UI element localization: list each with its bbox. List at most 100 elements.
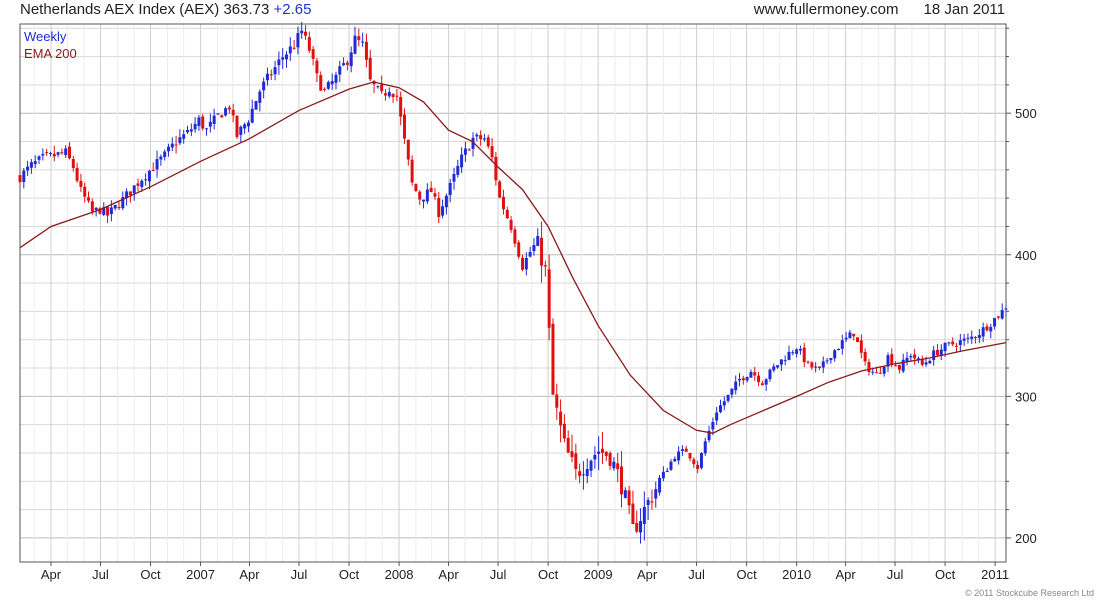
- candle-body: [170, 143, 174, 148]
- candle-body: [559, 411, 563, 426]
- candle-body: [745, 377, 749, 381]
- candle-body: [22, 170, 26, 183]
- candle-body: [205, 128, 209, 130]
- candle-body: [444, 195, 448, 208]
- candle-body: [562, 423, 566, 439]
- candle-body: [779, 359, 783, 365]
- candle-body: [977, 335, 981, 339]
- candle-body: [962, 338, 966, 341]
- candle-body: [890, 354, 894, 365]
- candle-body: [798, 348, 802, 351]
- candle-body: [163, 151, 167, 158]
- candle-body: [216, 113, 220, 115]
- candle-body: [760, 383, 764, 386]
- candle-body: [776, 365, 780, 368]
- candle-body: [707, 430, 711, 441]
- candle-body: [608, 453, 612, 466]
- candle-body: [403, 114, 407, 139]
- candle-body: [319, 75, 323, 91]
- legend-ema: EMA 200: [24, 46, 77, 61]
- candle-body: [342, 63, 346, 66]
- candle-body: [1004, 308, 1008, 310]
- ema-200-line: [19, 81, 1007, 434]
- x-tick-label: 2011: [981, 567, 1009, 582]
- candle-body: [186, 130, 190, 133]
- candle-body: [981, 327, 985, 337]
- candle-body: [848, 332, 852, 339]
- candle-body: [437, 197, 441, 218]
- candle-body: [441, 206, 445, 216]
- candle-body: [757, 375, 761, 383]
- candle-body: [955, 345, 959, 347]
- candle-body: [399, 97, 403, 117]
- candle-body: [909, 355, 913, 358]
- candle-body: [83, 186, 87, 197]
- candle-body: [646, 500, 650, 506]
- candle-body: [265, 73, 269, 81]
- candle-body: [102, 207, 106, 215]
- candle-body: [802, 347, 806, 363]
- candle-body: [125, 191, 129, 199]
- candle-body: [334, 74, 338, 83]
- candle-body: [856, 337, 860, 342]
- candle-body: [974, 337, 978, 339]
- candle-body: [791, 352, 795, 354]
- candle-body: [581, 474, 585, 476]
- candle-body: [243, 124, 247, 129]
- candle-body: [970, 336, 974, 339]
- x-tick-label: 2010: [782, 567, 811, 582]
- candle-body: [33, 161, 37, 165]
- candle-body: [471, 137, 475, 149]
- candle-body: [201, 116, 205, 129]
- candle-body: [833, 350, 837, 359]
- candle-body: [935, 349, 939, 356]
- candle-body: [597, 451, 601, 454]
- candle-body: [147, 170, 151, 182]
- candle-body: [509, 219, 513, 230]
- candle-body: [920, 359, 924, 365]
- candle-body: [958, 340, 962, 346]
- candle-body: [501, 196, 505, 210]
- x-tick-label: Apr: [438, 567, 459, 582]
- candle-body: [208, 121, 212, 127]
- x-tick-label: Oct: [935, 567, 956, 582]
- candle-body: [304, 31, 308, 36]
- candle-body: [639, 521, 643, 533]
- price-value: 363.73: [223, 1, 270, 18]
- candle-body: [901, 359, 905, 372]
- candle-body: [387, 91, 391, 97]
- candle-body: [52, 153, 56, 157]
- candle-body: [654, 489, 658, 499]
- candle-body: [189, 129, 193, 132]
- grid-lines: [20, 24, 1006, 562]
- candle-body: [566, 437, 570, 453]
- candle-body: [905, 357, 909, 362]
- candle-body: [182, 134, 186, 139]
- candle-body: [106, 206, 110, 216]
- candle-body: [612, 461, 616, 469]
- x-tick-label: Jul: [887, 567, 904, 582]
- candle-body: [989, 326, 993, 332]
- candle-body: [543, 265, 547, 267]
- candle-body: [996, 316, 1000, 318]
- candle-body: [269, 74, 273, 76]
- y-tick-label: 300: [1015, 389, 1037, 404]
- candle-body: [144, 179, 148, 181]
- candle-body: [718, 405, 722, 413]
- candle-body: [67, 146, 71, 159]
- candle-body: [551, 323, 555, 395]
- x-tick-label: Oct: [736, 567, 757, 582]
- site-link[interactable]: www.fullermoney.com: [753, 1, 899, 18]
- candle-body: [338, 66, 342, 75]
- candle-body: [414, 184, 418, 192]
- candle-body: [364, 41, 368, 60]
- candle-body: [836, 349, 840, 351]
- candle-body: [18, 175, 22, 183]
- candle-body: [90, 201, 94, 212]
- candle-body: [631, 503, 635, 524]
- candle-body: [699, 453, 703, 468]
- candle-body: [498, 181, 502, 198]
- candle-body: [939, 349, 943, 356]
- candle-body: [882, 366, 886, 374]
- candle-body: [783, 360, 787, 362]
